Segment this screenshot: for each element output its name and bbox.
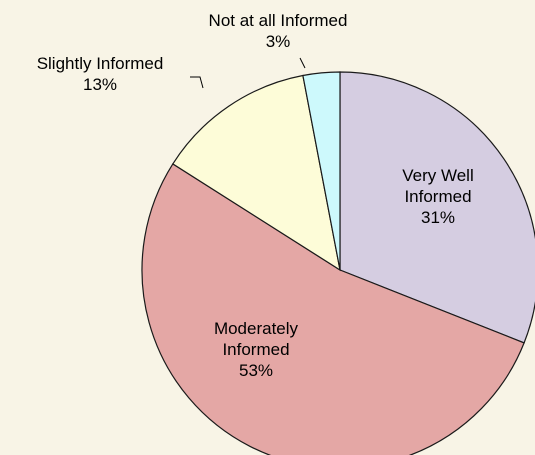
leader-line xyxy=(299,57,306,69)
category-label: Moderately Informed xyxy=(213,319,299,359)
leader-line xyxy=(190,76,204,89)
slice-label: Not at all Informed 3% xyxy=(178,10,378,52)
pie-slice xyxy=(141,163,525,455)
value-label: 53% xyxy=(238,361,274,380)
category-label: Not at all Informed xyxy=(208,11,348,30)
pie-slice xyxy=(171,74,341,272)
value-label: 3% xyxy=(265,32,291,51)
pie-slice xyxy=(302,71,341,271)
slice-label: Slightly Informed 13% xyxy=(0,53,200,95)
value-label: 13% xyxy=(82,75,118,94)
category-label: Slightly Informed xyxy=(36,54,164,73)
category-label: Very Well Informed xyxy=(402,166,474,206)
slice-label: Very Well Informed 31% xyxy=(383,165,493,228)
value-label: 31% xyxy=(420,208,456,227)
slice-label: Moderately Informed 53% xyxy=(201,318,311,381)
pie-slice xyxy=(339,71,535,344)
